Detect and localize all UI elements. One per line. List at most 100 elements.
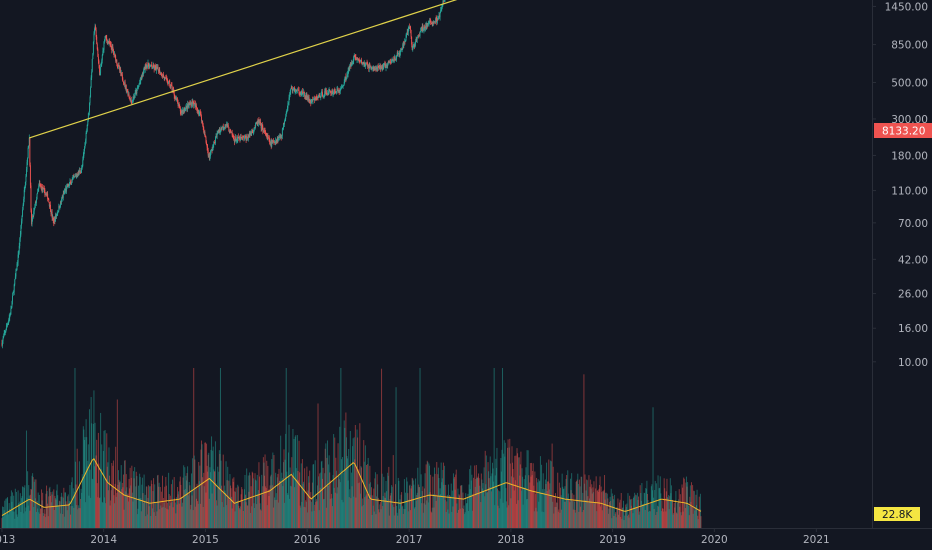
volume-bar [274, 497, 276, 528]
volume-bar [375, 514, 377, 528]
candle-body [15, 270, 17, 277]
volume-bar [548, 489, 550, 528]
candle-body [67, 185, 69, 188]
candle-body [214, 137, 216, 144]
volume-bar [379, 502, 381, 528]
volume-bar [478, 478, 480, 528]
candle-body [70, 181, 71, 183]
volume-bar [387, 472, 389, 528]
volume-bar [41, 489, 43, 528]
candle-body [247, 137, 249, 140]
volume-bar [475, 465, 477, 528]
volume-bar [150, 515, 152, 528]
candle-body [313, 98, 315, 100]
volume-bar [571, 473, 573, 528]
volume-bar [384, 497, 386, 528]
candle-body [387, 63, 389, 66]
volume-bar [495, 467, 497, 528]
volume-bar [156, 511, 158, 528]
volume-bar [10, 490, 12, 528]
volume-bar [190, 504, 192, 528]
trendlines[interactable] [29, 0, 838, 139]
volume-bar [165, 477, 167, 528]
price-axis[interactable]: 1450.00850.00500.00300.00180.00110.0070.… [872, 1, 928, 369]
volume-bar [639, 511, 641, 528]
volume-bar [158, 482, 160, 528]
volume-bar [492, 468, 494, 528]
volume-bar [36, 511, 38, 528]
volume-bar [343, 420, 345, 528]
candle-body [27, 158, 29, 163]
volume-bar [453, 478, 455, 528]
volume-bar [349, 489, 351, 528]
candle-body [303, 91, 304, 94]
candle-body [174, 95, 176, 98]
candle-body [427, 23, 429, 27]
candle-body [21, 215, 23, 222]
candle-body [7, 323, 8, 326]
volume-bar [300, 463, 302, 528]
candle-body [130, 100, 132, 102]
volume-bar [282, 462, 284, 528]
volume-bar [510, 476, 512, 528]
support-trendline[interactable] [29, 0, 838, 139]
candle-body [390, 62, 392, 63]
volume-bar [596, 511, 598, 528]
candle-body [418, 35, 420, 37]
volume-bar [434, 473, 436, 528]
candle-body [219, 130, 221, 132]
candle-body [358, 59, 360, 62]
volume-bar [166, 508, 168, 528]
candle-body [423, 26, 425, 31]
volume-bar [81, 474, 83, 528]
candle-body [114, 53, 116, 56]
volume-bar [62, 497, 64, 528]
volume-bar [406, 477, 408, 528]
volume-bar [245, 502, 247, 528]
volume-bar [318, 476, 320, 528]
volume-bar [292, 428, 294, 528]
volume-bar [383, 476, 385, 528]
volume-bar [201, 444, 203, 528]
volume-bar [267, 465, 269, 528]
candle-body [200, 112, 202, 117]
candle-body [154, 66, 156, 68]
candle-body [372, 68, 374, 69]
volume-bar [390, 492, 392, 528]
volume-bar [155, 502, 157, 528]
volume-bar [204, 442, 206, 528]
volume-bar [294, 436, 296, 528]
volume-bar [121, 482, 123, 528]
volume-bar [542, 473, 544, 528]
time-axis[interactable]: 201320142015201620172018201920202021 [0, 528, 830, 546]
candle-body [97, 49, 99, 57]
volume-bar [621, 508, 623, 528]
candle-body [58, 206, 60, 212]
candle-body [332, 90, 333, 94]
volume-bar [161, 507, 163, 528]
volume-bar [406, 481, 408, 528]
candle-body [315, 97, 317, 99]
volume-bar [394, 484, 396, 528]
candle-body [230, 130, 232, 133]
volume-bar [372, 495, 374, 528]
candle-body [293, 87, 295, 89]
volume-bar [622, 507, 624, 528]
volume-bar [3, 506, 5, 528]
volume-bar [673, 503, 675, 528]
volume-bar [278, 468, 280, 528]
candle-body [406, 34, 408, 36]
candle-body [164, 77, 166, 80]
volume-bar [625, 506, 627, 528]
volume-bars [1, 368, 702, 528]
volume-bar [114, 503, 116, 528]
candle-body [50, 211, 52, 214]
candle-body [103, 41, 105, 50]
volume-bar [511, 446, 513, 528]
candle-body [106, 40, 108, 43]
candle-body [366, 63, 368, 65]
volume-bar [261, 474, 263, 528]
volume-bar [534, 493, 536, 528]
volume-bar [13, 495, 15, 528]
